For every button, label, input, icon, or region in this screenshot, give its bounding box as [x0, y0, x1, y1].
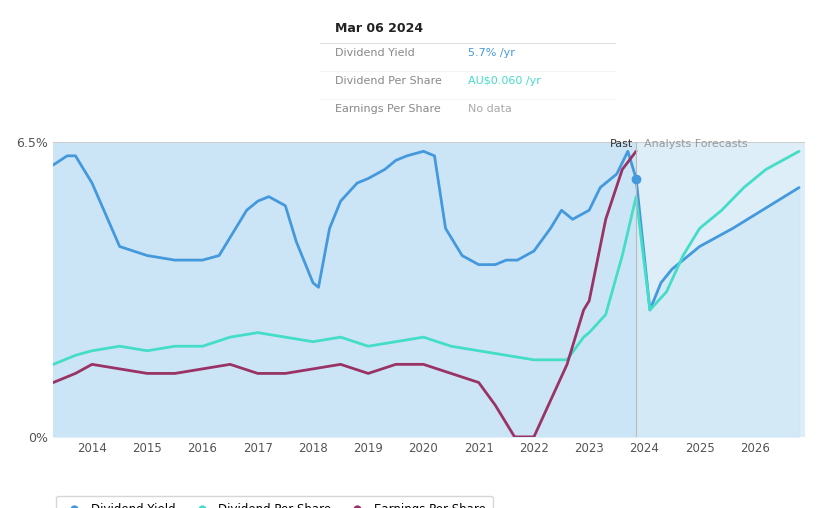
- Text: Dividend Yield: Dividend Yield: [335, 48, 415, 57]
- Legend: Dividend Yield, Dividend Per Share, Earnings Per Share: Dividend Yield, Dividend Per Share, Earn…: [56, 496, 493, 508]
- Text: Earnings Per Share: Earnings Per Share: [335, 104, 441, 114]
- Bar: [636, 142, 805, 437]
- Text: Mar 06 2024: Mar 06 2024: [335, 22, 423, 35]
- Text: Past: Past: [610, 139, 633, 149]
- Text: Dividend Per Share: Dividend Per Share: [335, 76, 442, 85]
- Text: Analysts Forecasts: Analysts Forecasts: [644, 139, 748, 149]
- Text: AU$0.060 /yr: AU$0.060 /yr: [468, 76, 541, 85]
- Bar: [53, 142, 636, 437]
- Text: No data: No data: [468, 104, 511, 114]
- Text: 5.7% /yr: 5.7% /yr: [468, 48, 515, 57]
